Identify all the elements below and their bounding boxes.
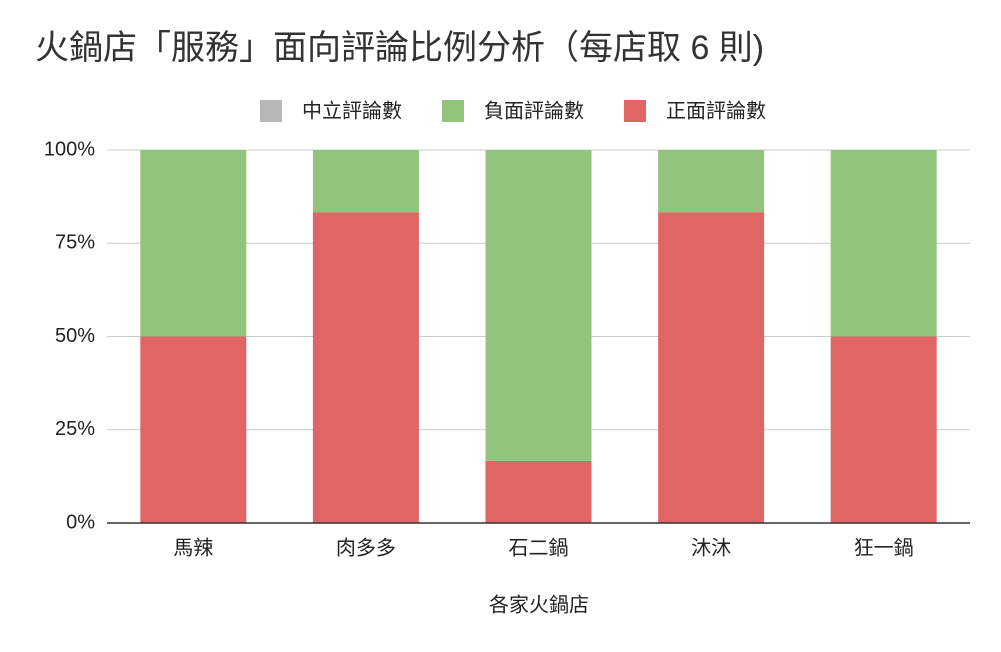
bar-segment	[830, 336, 937, 523]
bar-segment	[658, 150, 765, 213]
bar-segment	[140, 150, 247, 337]
bar-segment	[140, 336, 247, 523]
x-tick-label: 肉多多	[336, 536, 396, 559]
legend-label: 正面評論數	[666, 99, 766, 122]
x-tick-label: 沐沐	[691, 536, 731, 559]
x-axis-label: 各家火鍋店	[489, 593, 589, 616]
x-tick-label: 馬辣	[173, 536, 213, 559]
bar-segment	[312, 212, 419, 524]
bar-segment	[485, 460, 592, 523]
chart-title: 火鍋店「服務」面向評論比例分析（每店取 6 則)	[35, 29, 764, 67]
x-tick-label: 狂一鍋	[854, 536, 914, 559]
y-tick-label: 100%	[44, 138, 95, 160]
y-tick-label: 50%	[55, 325, 95, 347]
y-tick-label: 0%	[66, 511, 95, 533]
legend-swatch	[442, 100, 464, 122]
legend-swatch	[624, 100, 646, 122]
legend-label: 負面評論數	[484, 99, 584, 122]
bar-segment	[312, 150, 419, 213]
y-tick-label: 75%	[55, 232, 95, 254]
bar-segment	[830, 150, 937, 337]
bar-segment	[485, 150, 592, 461]
y-tick-label: 25%	[55, 418, 95, 440]
legend-label: 中立評論數	[302, 99, 402, 122]
legend-swatch	[260, 100, 282, 122]
bar-segment	[658, 212, 765, 524]
x-tick-label: 石二鍋	[509, 536, 569, 559]
